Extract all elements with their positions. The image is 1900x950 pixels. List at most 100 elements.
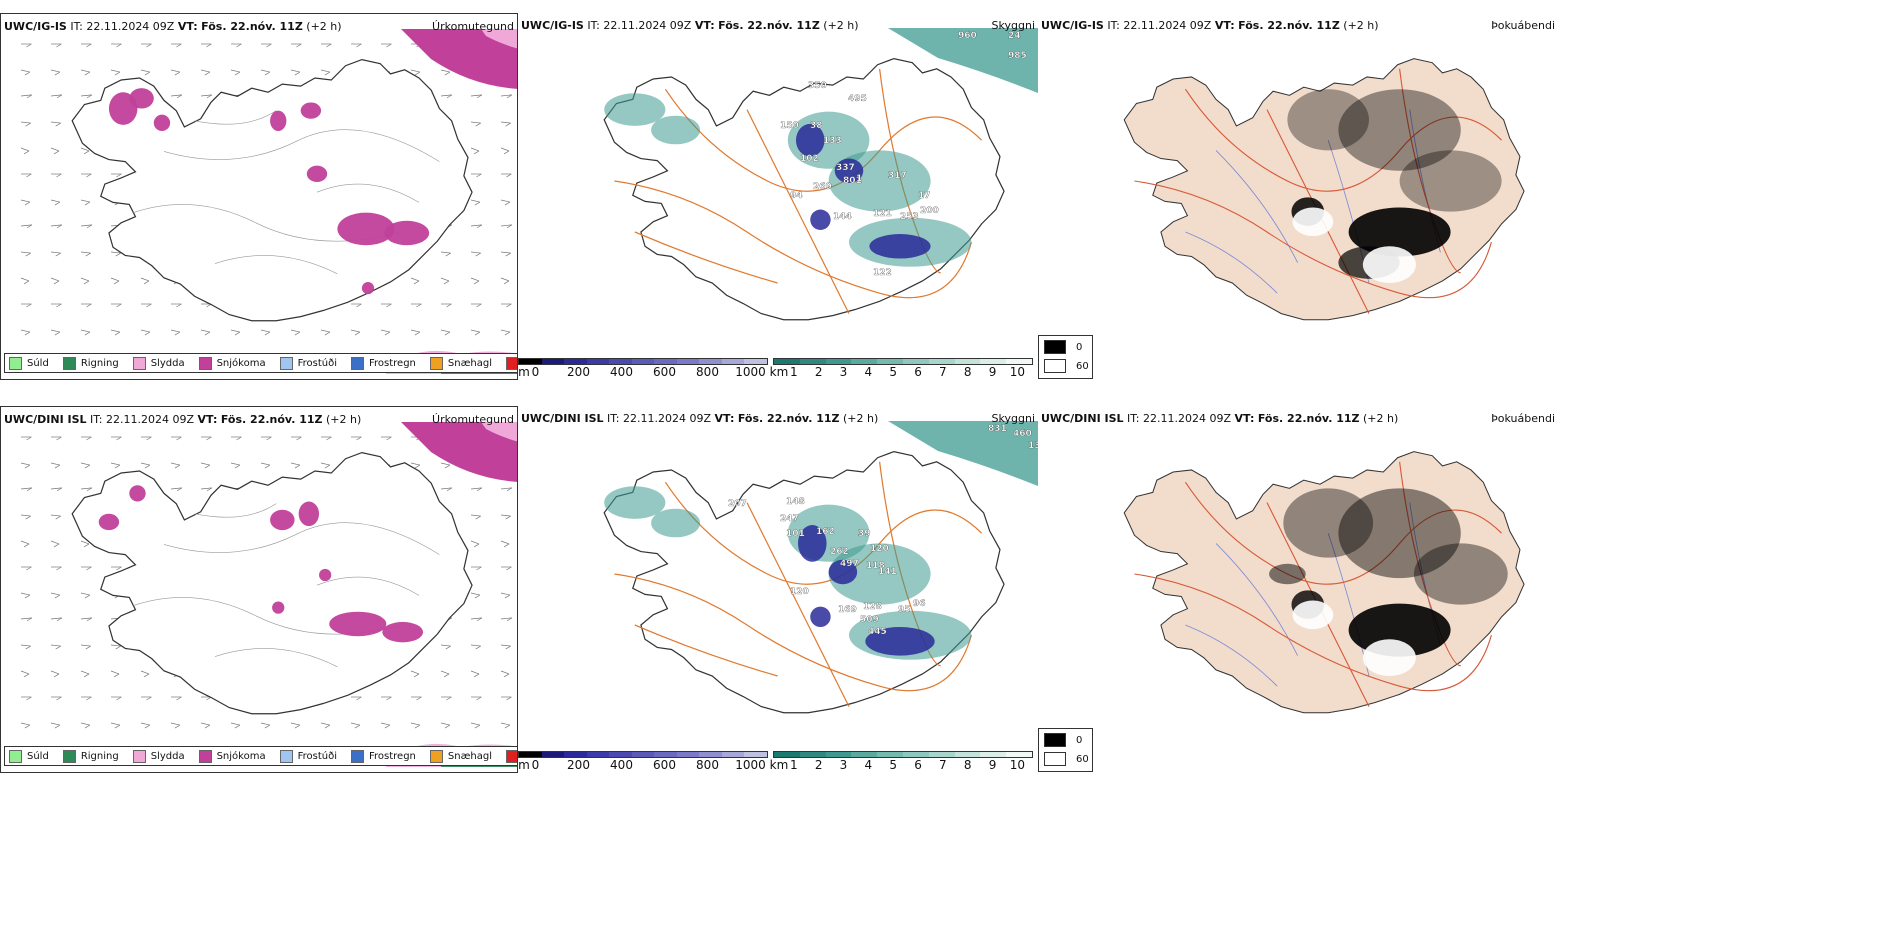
colorbar-swatch xyxy=(825,359,852,364)
colorbar-swatch xyxy=(1006,359,1032,364)
iceland-outline xyxy=(1123,58,1525,321)
colorbar-swatch xyxy=(851,752,878,757)
low-visibility-area xyxy=(651,115,701,145)
cloud-base-value-label: 24 xyxy=(1008,31,1021,41)
offshore-sleet-area xyxy=(481,29,517,49)
precip-legend-swatch xyxy=(506,749,517,763)
low-cloud-base-area xyxy=(869,234,931,259)
vt-value: Fös. 22.nóv. 11Z xyxy=(737,412,840,425)
colorbar-swatch xyxy=(676,752,700,757)
cloud-base-value-label: 445 xyxy=(868,627,887,637)
snow-area xyxy=(361,281,375,295)
it-label: IT: xyxy=(90,413,103,426)
colorbar-tick-label: 10 xyxy=(1009,365,1026,379)
precip-legend-item: Rigning xyxy=(62,356,119,370)
cloud-base-value-label: 350 xyxy=(808,81,827,91)
precip-legend-swatch xyxy=(62,356,76,370)
visibility_bar-strip xyxy=(773,751,1033,758)
colorbar-swatch xyxy=(631,359,655,364)
colorbar-swatch xyxy=(721,359,745,364)
vt-label: VT: xyxy=(694,19,715,32)
colorbar-swatch xyxy=(721,752,745,757)
snow-area xyxy=(329,611,387,637)
cloud_base_bar-strip xyxy=(518,751,768,758)
vt-value: Fös. 22.nóv. 11Z xyxy=(201,20,303,33)
cloud-base-value-label: 200 xyxy=(920,206,939,216)
colorbar-tick-label: 600 xyxy=(653,758,676,772)
offshore-sleet-area xyxy=(481,422,517,442)
cloud-base-value-label: 317 xyxy=(888,171,907,181)
cloud-base-value-label: 247 xyxy=(780,514,799,524)
cloud-base-value-label: 94 xyxy=(790,191,803,201)
colorbar-tick-label: 9 xyxy=(988,758,997,772)
row1-cloud-title: UWC/IG-IS IT: 22.11.2024 09Z VT: Fös. 22… xyxy=(521,19,859,32)
cloud-base-value-label: 207 xyxy=(728,499,747,509)
vt-value: Fös. 22.nóv. 11Z xyxy=(718,19,820,32)
colorbar-unit: m xyxy=(518,365,530,379)
precip-legend-label: Snæhagl xyxy=(447,750,493,762)
precip-legend-item: Slydda xyxy=(132,749,185,763)
vt-label: VT: xyxy=(714,412,735,425)
model-name: UWC/DINI ISL xyxy=(1041,412,1124,425)
precip-legend-item: Rigning xyxy=(62,749,119,763)
colorbar-tick-label: 3 xyxy=(839,758,848,772)
precip-legend-label: Snjókoma xyxy=(216,357,266,369)
it-label: IT: xyxy=(607,412,620,425)
colorbar-swatch xyxy=(586,359,610,364)
precip-legend-label: Súld xyxy=(27,357,49,369)
low-visibility-area xyxy=(828,543,931,605)
cloud-base-value-label: 96 xyxy=(913,599,926,609)
colorbar-tick-label: 10 xyxy=(1009,758,1026,772)
cloud-base-value-label: 253 xyxy=(900,212,919,222)
fog-index-area xyxy=(1399,150,1502,212)
precip-legend-item: Frostúði xyxy=(279,356,337,370)
precip-legend-label: Frostúði xyxy=(297,750,337,762)
precip-legend-label: Slydda xyxy=(150,357,185,369)
it-label: IT: xyxy=(1107,19,1120,32)
cloud-panel-label: Skyggni xyxy=(991,19,1035,32)
cloud-base-value-label: 495 xyxy=(848,94,867,104)
fog-panel-label: Þokuábendi xyxy=(1491,19,1555,32)
precip-legend-swatch xyxy=(429,356,443,370)
snow-area xyxy=(337,212,395,246)
precip-legend-item: Haglél xyxy=(506,356,517,370)
cloud-base-value-label: 1 xyxy=(856,174,862,184)
snow-area xyxy=(129,485,146,502)
precip-legend-label: Snæhagl xyxy=(447,357,493,369)
precip-legend-swatch xyxy=(9,356,22,370)
snow-area xyxy=(384,220,430,246)
low-cloud-base-area xyxy=(834,158,864,184)
cloud-base-value-label: 148 xyxy=(786,497,805,507)
precip-legend-item: Slydda xyxy=(132,356,185,370)
snow-area xyxy=(98,513,120,531)
colorbar-swatch xyxy=(799,359,826,364)
precip-legend-item: Frostregn xyxy=(351,356,416,370)
fog-index-area xyxy=(1338,488,1461,579)
precip-legend-label: Rigning xyxy=(80,750,119,762)
cloud-base-value-label: 38 xyxy=(810,121,823,131)
colorbar-swatch xyxy=(877,359,903,364)
snow-area xyxy=(319,568,332,582)
low-cloud-base-area xyxy=(810,606,831,628)
colorbar-swatch xyxy=(980,359,1007,364)
colorbar-tick-label: 200 xyxy=(567,758,590,772)
cloud-base-value-label: 120 xyxy=(870,544,889,554)
row2-precip-title: UWC/DINI ISL IT: 22.11.2024 09Z VT: Fös.… xyxy=(4,413,361,426)
row1-cloud-panel: UWC/IG-IS IT: 22.11.2024 09Z VT: Fös. 22… xyxy=(518,13,1038,380)
precip-legend: Súld Rigning Slydda Snjókoma Frostúði Frostre… xyxy=(4,353,517,373)
fog-index-area xyxy=(1283,488,1374,558)
row2-cloud-panel: UWC/DINI ISL IT: 22.11.2024 09Z VT: Fös.… xyxy=(518,406,1038,773)
cloud-base-value-label: 262 xyxy=(830,547,849,557)
fog-map xyxy=(1123,58,1525,321)
glacier-area xyxy=(1292,207,1334,237)
colorbar-tick-label: 400 xyxy=(610,365,633,379)
cloud-base-value-label: 141 xyxy=(878,567,897,577)
cloud-base-colorbar: m 0 200 400 600 800 1000 xyxy=(518,751,768,772)
row1-fog-panel: UWC/IG-IS IT: 22.11.2024 09Z VT: Fös. 22… xyxy=(1038,13,1558,380)
cloud-base-value-label: 144 xyxy=(833,212,852,222)
cloud-base-value-label: 162 xyxy=(816,527,835,537)
colorbar-swatch xyxy=(564,752,587,757)
colorbar-swatch xyxy=(902,752,929,757)
precip-legend-swatch xyxy=(506,356,517,370)
cloud-base-value-label: 118 xyxy=(866,561,885,571)
